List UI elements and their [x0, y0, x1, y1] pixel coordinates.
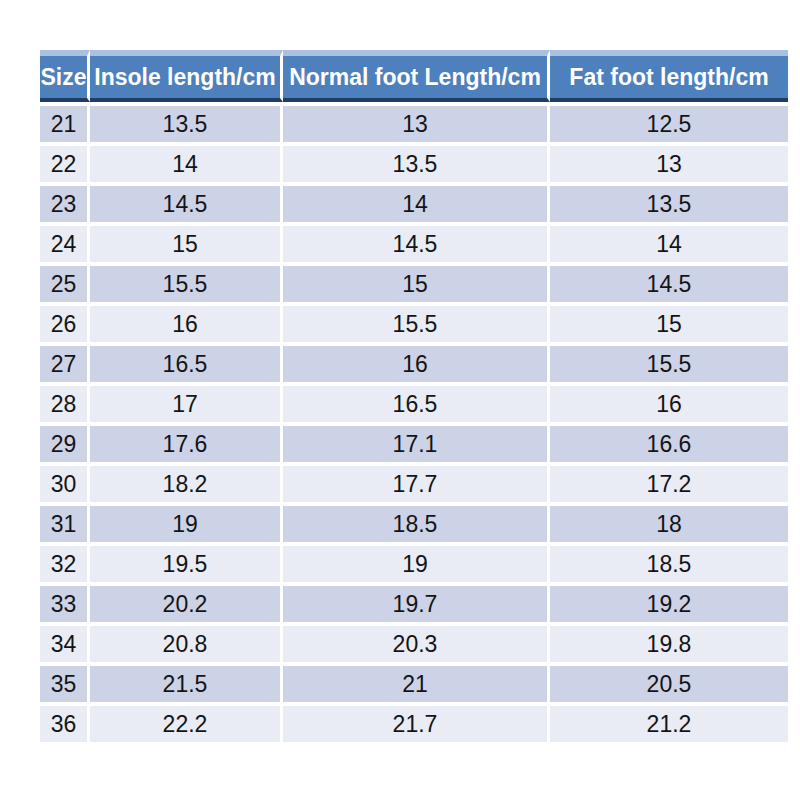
- table-row: 261615.515: [40, 306, 788, 346]
- table-row: 311918.518: [40, 506, 788, 546]
- value-cell: 19: [283, 546, 550, 586]
- table-header: Size Insole length/cm Normal foot Length…: [40, 50, 788, 102]
- value-cell: 20.5: [550, 666, 788, 706]
- table-row: 3219.51918.5: [40, 546, 788, 586]
- value-cell: 19.2: [550, 586, 788, 626]
- size-cell: 28: [40, 386, 90, 426]
- table-row: 3420.820.319.8: [40, 626, 788, 666]
- size-cell: 29: [40, 426, 90, 466]
- size-cell: 22: [40, 146, 90, 186]
- header-row: Size Insole length/cm Normal foot Length…: [40, 50, 788, 102]
- table-row: 3622.221.721.2: [40, 706, 788, 746]
- value-cell: 21.2: [550, 706, 788, 746]
- table-row: 3018.217.717.2: [40, 466, 788, 506]
- size-cell: 30: [40, 466, 90, 506]
- value-cell: 16: [90, 306, 283, 346]
- column-header-fat-foot-length: Fat foot length/cm: [550, 50, 788, 102]
- value-cell: 14: [550, 226, 788, 266]
- value-cell: 14.5: [283, 226, 550, 266]
- value-cell: 12.5: [550, 102, 788, 146]
- value-cell: 19.5: [90, 546, 283, 586]
- value-cell: 19: [90, 506, 283, 546]
- value-cell: 14.5: [550, 266, 788, 306]
- size-cell: 24: [40, 226, 90, 266]
- value-cell: 18.5: [550, 546, 788, 586]
- table-row: 2113.51312.5: [40, 102, 788, 146]
- size-cell: 25: [40, 266, 90, 306]
- table-row: 241514.514: [40, 226, 788, 266]
- value-cell: 13: [550, 146, 788, 186]
- value-cell: 18: [550, 506, 788, 546]
- table-row: 281716.516: [40, 386, 788, 426]
- column-header-insole-length: Insole length/cm: [90, 50, 283, 102]
- size-chart-table: Size Insole length/cm Normal foot Length…: [40, 50, 788, 746]
- table-body: 2113.51312.5221413.5132314.51413.5241514…: [40, 102, 788, 746]
- table-row: 2515.51514.5: [40, 266, 788, 306]
- value-cell: 21.5: [90, 666, 283, 706]
- table-row: 3320.219.719.2: [40, 586, 788, 626]
- value-cell: 18.2: [90, 466, 283, 506]
- value-cell: 13.5: [90, 102, 283, 146]
- size-cell: 26: [40, 306, 90, 346]
- table-row: 2917.617.116.6: [40, 426, 788, 466]
- value-cell: 14: [90, 146, 283, 186]
- value-cell: 21.7: [283, 706, 550, 746]
- value-cell: 16.5: [90, 346, 283, 386]
- value-cell: 22.2: [90, 706, 283, 746]
- size-cell: 31: [40, 506, 90, 546]
- value-cell: 13.5: [550, 186, 788, 226]
- page: Size Insole length/cm Normal foot Length…: [0, 0, 800, 800]
- size-cell: 32: [40, 546, 90, 586]
- value-cell: 19.7: [283, 586, 550, 626]
- value-cell: 15.5: [90, 266, 283, 306]
- value-cell: 15: [90, 226, 283, 266]
- table-row: 2716.51615.5: [40, 346, 788, 386]
- value-cell: 17.7: [283, 466, 550, 506]
- value-cell: 13.5: [283, 146, 550, 186]
- size-cell: 35: [40, 666, 90, 706]
- value-cell: 18.5: [283, 506, 550, 546]
- value-cell: 20.3: [283, 626, 550, 666]
- size-cell: 21: [40, 102, 90, 146]
- value-cell: 14.5: [90, 186, 283, 226]
- value-cell: 16.5: [283, 386, 550, 426]
- value-cell: 15.5: [550, 346, 788, 386]
- size-cell: 23: [40, 186, 90, 226]
- column-header-normal-foot-length: Normal foot Length/cm: [283, 50, 550, 102]
- size-cell: 27: [40, 346, 90, 386]
- value-cell: 20.8: [90, 626, 283, 666]
- value-cell: 16: [283, 346, 550, 386]
- table-row: 2314.51413.5: [40, 186, 788, 226]
- value-cell: 15: [283, 266, 550, 306]
- table-row: 221413.513: [40, 146, 788, 186]
- value-cell: 17.6: [90, 426, 283, 466]
- value-cell: 17.1: [283, 426, 550, 466]
- value-cell: 13: [283, 102, 550, 146]
- table-row: 3521.52120.5: [40, 666, 788, 706]
- value-cell: 15: [550, 306, 788, 346]
- column-header-size: Size: [40, 50, 90, 102]
- size-cell: 36: [40, 706, 90, 746]
- size-cell: 33: [40, 586, 90, 626]
- value-cell: 14: [283, 186, 550, 226]
- value-cell: 21: [283, 666, 550, 706]
- value-cell: 17.2: [550, 466, 788, 506]
- size-cell: 34: [40, 626, 90, 666]
- value-cell: 20.2: [90, 586, 283, 626]
- value-cell: 17: [90, 386, 283, 426]
- value-cell: 16: [550, 386, 788, 426]
- value-cell: 16.6: [550, 426, 788, 466]
- value-cell: 19.8: [550, 626, 788, 666]
- value-cell: 15.5: [283, 306, 550, 346]
